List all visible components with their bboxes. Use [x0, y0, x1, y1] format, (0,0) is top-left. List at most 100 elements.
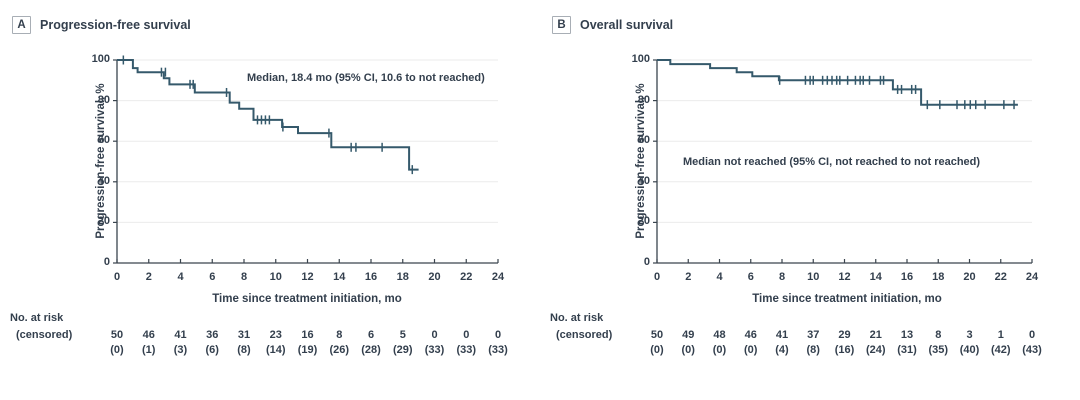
panel-letter-badge: A [12, 16, 31, 34]
at-risk-value: 0 [1028, 329, 1036, 341]
at-risk-value: 0 [431, 329, 438, 341]
at-risk-value: 29 [838, 329, 851, 341]
x-tick-label: 24 [1025, 271, 1039, 283]
at-risk-value: 46 [744, 329, 757, 341]
at-risk-value: 48 [713, 329, 726, 341]
censored-value: (8) [806, 344, 820, 356]
x-tick-label: 2 [685, 271, 692, 283]
censored-value: (6) [205, 344, 219, 356]
at-risk-value: 37 [807, 329, 820, 341]
censored-value: (19) [297, 344, 318, 356]
x-tick-label: 16 [900, 271, 914, 283]
y-tick-label: 0 [103, 256, 110, 268]
y-tick-label: 0 [643, 256, 650, 268]
x-tick-label: 18 [932, 271, 945, 283]
x-tick-label: 6 [209, 271, 216, 283]
median-annotation: Median not reached (95% CI, not reached … [683, 156, 981, 168]
x-tick-label: 14 [869, 271, 882, 283]
censored-label: (censored) [556, 329, 613, 341]
x-tick-label: 10 [807, 271, 820, 283]
at-risk-value: 46 [142, 329, 155, 341]
censored-value: (1) [142, 344, 156, 356]
panel-a: A Progression-free survival Progression-… [10, 16, 508, 356]
x-tick-label: 12 [301, 271, 314, 283]
y-tick-label: 20 [637, 215, 650, 228]
censored-value: (16) [834, 344, 855, 356]
axes [116, 60, 498, 264]
km-curve [657, 59, 1018, 106]
censored-value: (3) [173, 344, 188, 356]
at-risk-value: 8 [935, 329, 942, 341]
censored-value: (33) [424, 344, 445, 356]
grid-lines [657, 59, 1032, 223]
x-tick-label: 14 [333, 271, 346, 283]
grid-lines [117, 59, 498, 223]
x-tick-label: 24 [491, 271, 505, 283]
x-ticks [656, 259, 1033, 263]
x-tick-label: 10 [269, 271, 282, 283]
at-risk-value: 50 [650, 329, 664, 341]
km-plot [113, 55, 499, 264]
censored-value: (42) [990, 344, 1011, 356]
censored-value: (0) [681, 344, 695, 356]
x-tick-label: 6 [747, 271, 754, 283]
axes [656, 60, 1032, 264]
y-tick-label: 60 [97, 134, 110, 147]
at-risk-value: 41 [174, 329, 187, 341]
at-risk-value: 0 [494, 329, 502, 341]
censored-value: (26) [329, 344, 350, 356]
y-ticks [653, 59, 657, 264]
panel-b: B Overall survival Progression-free surv… [540, 0, 1080, 400]
y-tick-label: 80 [637, 93, 650, 106]
panel-title: Overall survival [580, 18, 674, 32]
at-risk-value: 5 [399, 329, 406, 341]
censored-value: (33) [456, 344, 477, 356]
censor-marks [778, 75, 1015, 110]
at-risk-label: No. at risk [550, 312, 604, 324]
censored-value: (0) [712, 344, 727, 356]
y-tick-label: 40 [637, 174, 650, 187]
x-tick-label: 4 [177, 271, 184, 283]
x-tick-label: 18 [396, 271, 409, 283]
x-tick-label: 12 [838, 271, 851, 283]
y-ticks [113, 59, 117, 264]
x-tick-label: 8 [240, 271, 248, 283]
censored-value: (14) [265, 344, 286, 356]
y-tick-label: 80 [97, 93, 110, 106]
km-plot [653, 59, 1033, 264]
x-tick-label: 0 [113, 271, 121, 283]
x-axis-label: Time since treatment initiation, mo [212, 293, 402, 305]
x-tick-label: 4 [716, 271, 723, 283]
censored-value: (35) [928, 344, 949, 356]
x-tick-label: 22 [994, 271, 1007, 283]
km-curve [117, 59, 419, 171]
at-risk-value: 31 [237, 329, 251, 341]
censored-value: (40) [959, 344, 980, 356]
at-risk-value: 49 [682, 329, 695, 341]
panel-b-header: B Overall survival [552, 16, 673, 34]
at-risk-value: 16 [301, 329, 314, 341]
censored-value: (33) [488, 344, 508, 356]
censored-value: (0) [110, 344, 124, 356]
x-tick-label: 8 [778, 271, 786, 283]
at-risk-value: 21 [869, 329, 882, 341]
panel-title: Progression-free survival [40, 18, 191, 32]
panel-letter-badge: B [552, 16, 571, 34]
censored-label: (censored) [16, 329, 73, 341]
censored-value: (31) [897, 344, 917, 356]
y-tick-label: 100 [91, 53, 110, 65]
at-risk-value: 23 [269, 329, 282, 341]
censored-value: (4) [775, 344, 789, 356]
y-tick-label: 100 [631, 53, 650, 65]
censored-value: (0) [650, 344, 664, 356]
censor-marks [122, 55, 414, 175]
at-risk-value: 50 [110, 329, 124, 341]
y-tick-label: 40 [97, 174, 110, 187]
at-risk-value: 6 [367, 329, 375, 341]
at-risk-value: 8 [336, 329, 343, 341]
y-tick-label: 20 [97, 215, 110, 228]
at-risk-value: 13 [900, 329, 914, 341]
median-annotation: Median, 18.4 mo (95% CI, 10.6 to not rea… [247, 72, 485, 84]
x-axis-label: Time since treatment initiation, mo [752, 293, 942, 305]
